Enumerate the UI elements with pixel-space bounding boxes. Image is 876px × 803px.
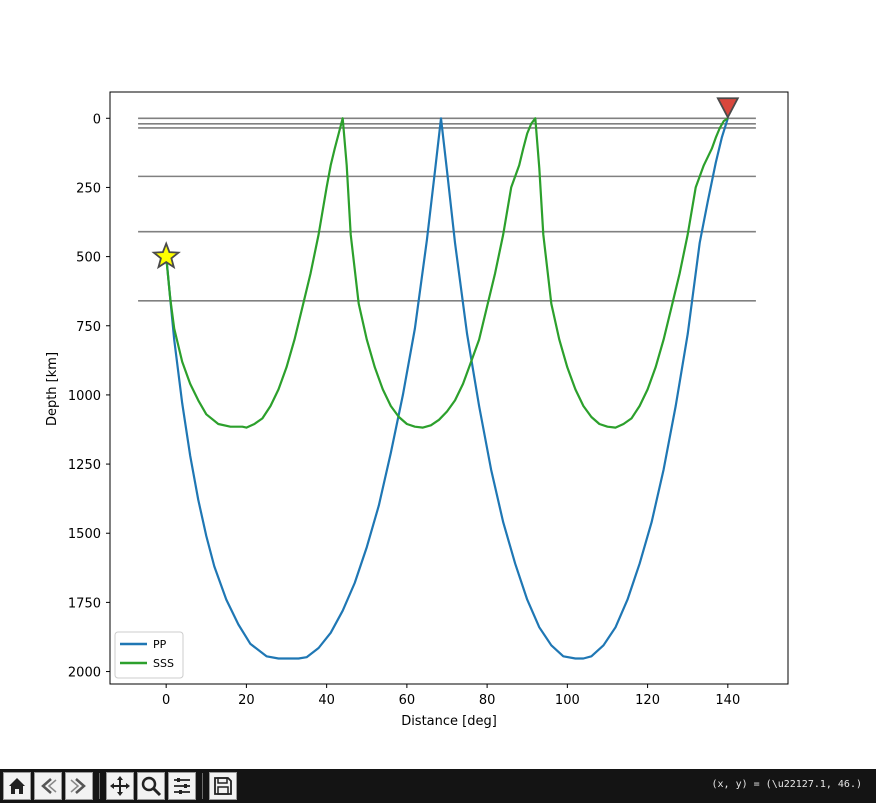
- y-axis-ticks: 0 250 500 750 1000 1250 1500 1750 2000: [68, 112, 110, 681]
- legend-label: SSS: [153, 657, 174, 670]
- y-tick-label: 1250: [68, 458, 101, 473]
- x-tick-label: 0: [162, 693, 170, 708]
- coordinate-readout: (x, y) = (\u22127.1, 46.): [711, 779, 862, 790]
- toolbar-separator: [99, 773, 100, 799]
- navigation-toolbar: (x, y) = (\u22127.1, 46.): [0, 769, 876, 803]
- pan-icon: [110, 776, 130, 796]
- ray-paths: [165, 117, 729, 660]
- zoom-icon: [141, 776, 162, 797]
- home-button[interactable]: [3, 772, 31, 800]
- back-button[interactable]: [34, 772, 62, 800]
- x-tick-label: 20: [238, 693, 255, 708]
- y-tick-label: 1750: [68, 596, 101, 611]
- axes-frame: [109, 91, 789, 685]
- y-tick-label: 1500: [68, 527, 101, 542]
- save-icon: [214, 777, 232, 795]
- event-markers: [151, 97, 740, 270]
- y-tick-label: 1000: [68, 389, 101, 404]
- forward-icon: [70, 778, 86, 794]
- legend-box: [114, 631, 184, 679]
- x-tick-label: 100: [555, 693, 580, 708]
- x-tick-label: 80: [479, 693, 496, 708]
- y-tick-label: 2000: [68, 666, 101, 681]
- y-tick-label: 750: [76, 320, 101, 335]
- toolbar-separator: [202, 773, 203, 799]
- subplots-icon: [174, 778, 190, 794]
- forward-button[interactable]: [65, 772, 93, 800]
- zoom-button[interactable]: [137, 772, 165, 800]
- figure-canvas: 0 20 40 60 80 100 120 140 0 250 500 750 1000 1250 150…: [45, 91, 789, 729]
- y-tick-label: 500: [76, 251, 101, 266]
- y-tick-label: 0: [93, 112, 101, 127]
- series-line-sss: [165, 117, 729, 429]
- series-line-pp: [165, 117, 729, 660]
- chart-svg: 0 20 40 60 80 100 120 140 0 250 500 750 1000 1250 150…: [45, 91, 789, 729]
- home-icon: [9, 778, 25, 794]
- source-star-marker: [151, 241, 181, 270]
- x-tick-label: 60: [399, 693, 416, 708]
- x-tick-label: 140: [715, 693, 740, 708]
- receiver-triangle-marker: [716, 97, 740, 120]
- x-axis-ticks: 0 20 40 60 80 100 120 140: [162, 684, 740, 708]
- subplots-button[interactable]: [168, 772, 196, 800]
- y-tick-label: 250: [76, 181, 101, 196]
- x-tick-label: 120: [635, 693, 660, 708]
- back-icon: [41, 778, 57, 794]
- pan-button[interactable]: [106, 772, 134, 800]
- x-tick-label: 40: [318, 693, 335, 708]
- save-button[interactable]: [209, 772, 237, 800]
- x-axis-label: Distance [deg]: [401, 714, 497, 729]
- y-axis-label: Depth [km]: [45, 352, 60, 426]
- layer-boundaries: [138, 117, 756, 302]
- legend-label: PP: [153, 638, 167, 651]
- legend: PP SSS: [114, 631, 184, 679]
